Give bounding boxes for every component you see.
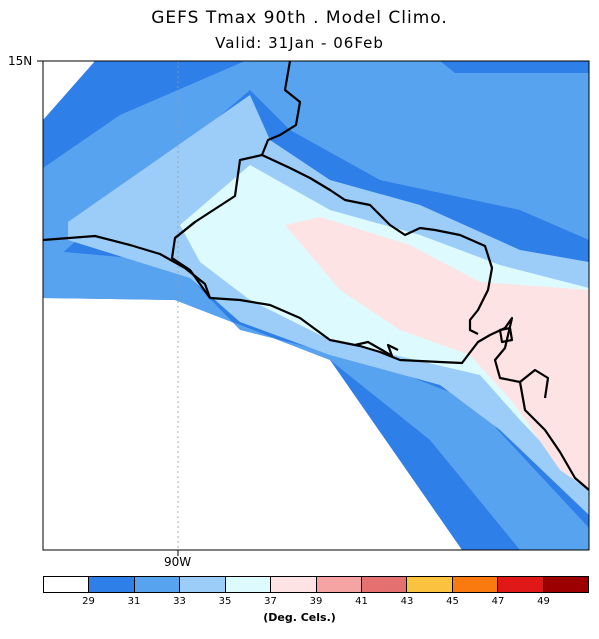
band-35-37 — [180, 165, 589, 492]
legend-swatch — [543, 577, 589, 592]
band-31-33 — [43, 61, 589, 550]
legend-tick-label: 43 — [400, 596, 414, 607]
map-title: GEFS Tmax 90th . Model Climo. — [151, 8, 448, 28]
color-legend — [43, 576, 589, 593]
legend-swatch — [225, 577, 272, 592]
legend-tick-label: 29 — [82, 596, 95, 607]
longitude-label: 90W — [164, 555, 192, 569]
legend-tick-label: 41 — [355, 596, 368, 607]
legend-swatch — [180, 577, 226, 592]
latitude-label: 15N — [8, 54, 33, 68]
legend-tick-label: 49 — [537, 596, 550, 607]
legend-tick-label: 35 — [218, 596, 232, 607]
legend-tick-label: 39 — [309, 596, 323, 607]
legend-tick-label: 33 — [173, 596, 186, 607]
legend-ticks: 29 31 33 35 37 39 41 43 45 47 49 — [43, 596, 589, 610]
band-37-39 — [285, 217, 589, 490]
legend-tick-label: 31 — [127, 596, 141, 607]
map-frame — [42, 60, 590, 551]
legend-tick-label: 47 — [491, 596, 505, 607]
legend-swatch — [89, 577, 135, 592]
legend-swatch — [498, 577, 544, 592]
map-subtitle: Valid: 31Jan - 06Feb — [215, 34, 384, 52]
legend-swatch — [316, 577, 362, 592]
legend-swatch — [134, 577, 181, 592]
legend-swatch — [271, 577, 317, 592]
legend-tick-label: 37 — [264, 596, 277, 607]
legend-swatch — [407, 577, 453, 592]
legend-swatch — [44, 577, 90, 592]
coastline — [43, 61, 589, 491]
legend-units: (Deg. Cels.) — [263, 611, 336, 624]
legend-swatch — [452, 577, 499, 592]
legend-tick-label: 45 — [446, 596, 459, 607]
legend-swatch — [361, 577, 408, 592]
